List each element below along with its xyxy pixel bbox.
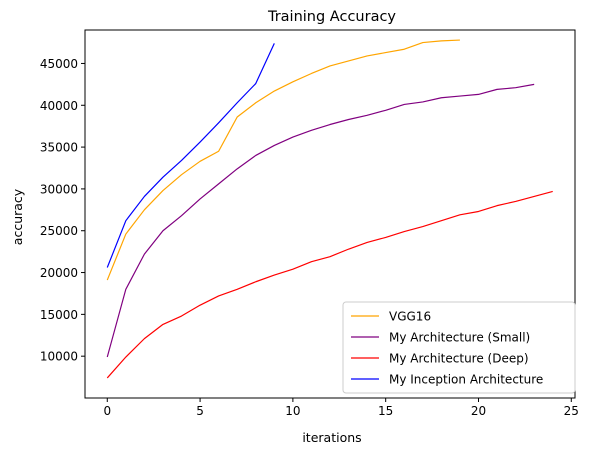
series-line-my-inception-architecture [106,43,275,268]
series-line-my-architecture-deep [106,190,553,379]
y-tick-label: 35000 [40,141,78,155]
x-tick-label: 10 [285,404,300,418]
y-tick-label: 20000 [40,266,78,280]
x-tick-label: 5 [196,404,204,418]
plot-frame [84,29,576,399]
x-axis-ticks: 0 5 10 15 20 25 [103,398,579,418]
y-tick-label: 40000 [40,99,78,113]
y-tick-label: 15000 [40,308,78,322]
y-tick-label: 10000 [40,350,78,364]
legend: VGG16 My Architecture (Small) My Architect… [342,301,576,394]
x-tick-label: 0 [103,404,111,418]
legend-label: My Architecture (Small) [389,331,530,345]
chart-title: Training Accuracy [267,9,396,25]
legend-box [342,301,576,394]
y-axis-ticks: 10000 15000 20000 25000 30000 35000 40000 45000 [40,57,85,364]
y-tick-label: 45000 [40,57,78,71]
y-tick-label: 25000 [40,224,78,238]
plot-area [106,39,553,379]
x-tick-label: 25 [564,404,579,418]
x-tick-label: 15 [378,404,393,418]
series-line-vgg16 [106,39,460,281]
legend-label: VGG16 [389,310,431,324]
legend-label: My Inception Architecture [389,373,543,387]
y-axis-label: accuracy [10,188,25,245]
x-axis-label: iterations [302,430,361,445]
legend-label: My Architecture (Deep) [389,352,529,366]
series-line-my-architecture-small [106,83,535,358]
y-tick-label: 30000 [40,182,78,196]
x-tick-label: 20 [471,404,486,418]
